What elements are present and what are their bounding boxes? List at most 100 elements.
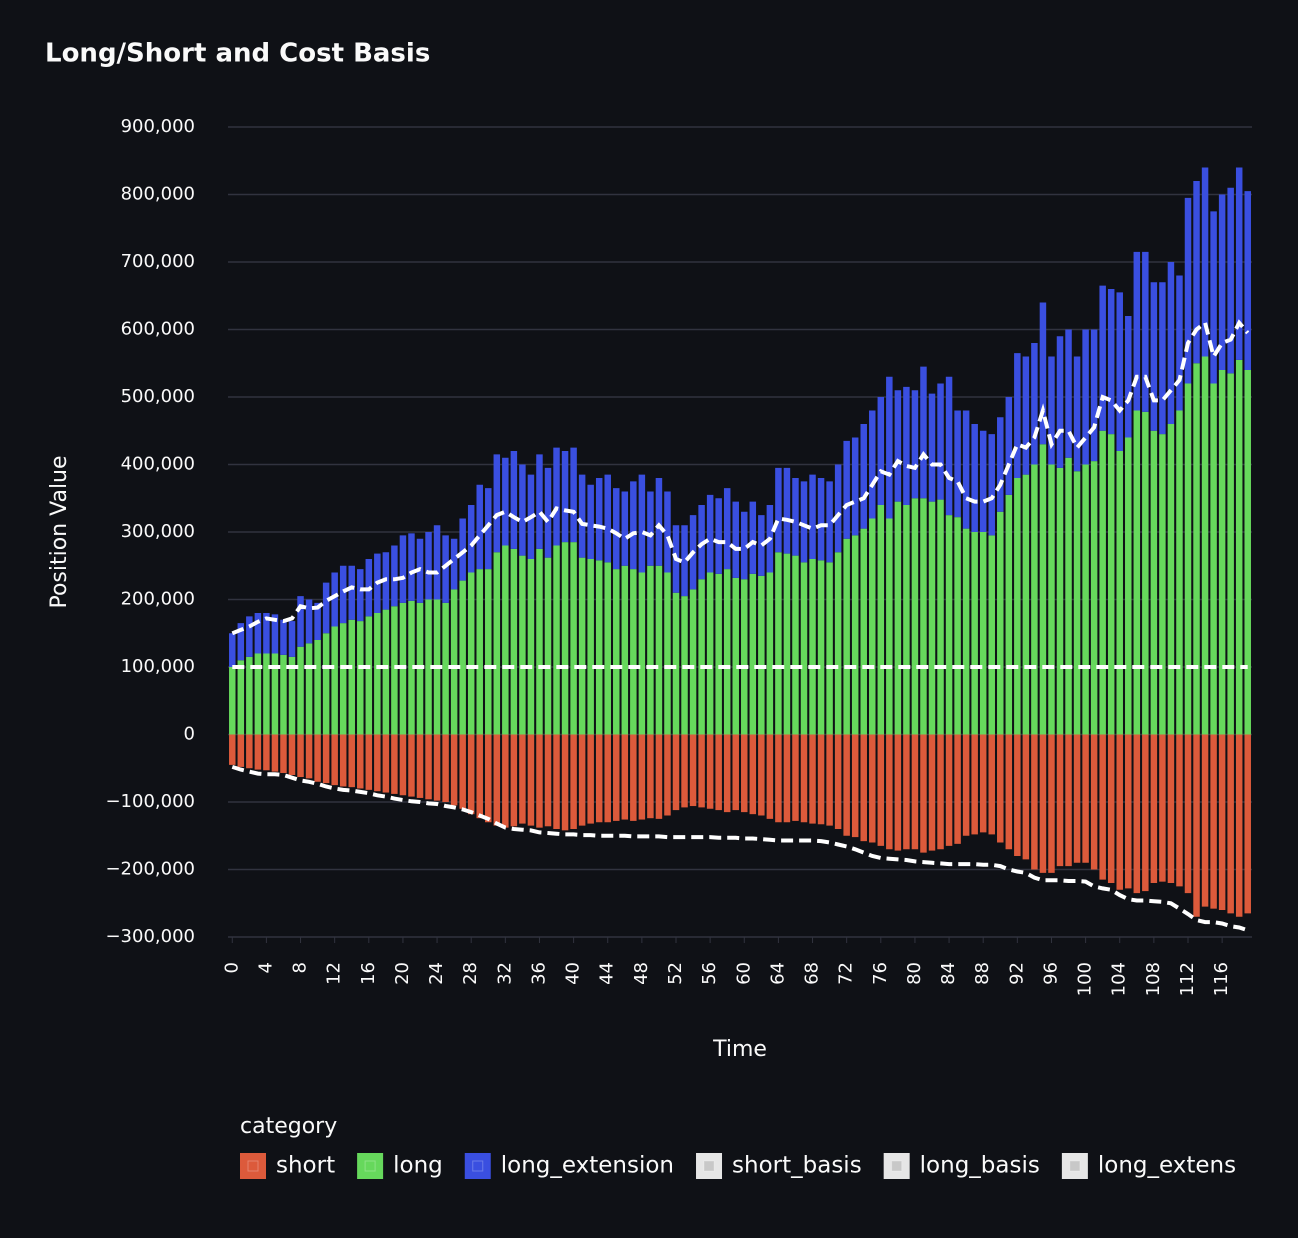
- bar: [809, 559, 816, 735]
- bar: [894, 390, 902, 502]
- bar: [476, 484, 483, 570]
- bar: [1090, 461, 1098, 735]
- bar: [263, 734, 270, 771]
- bar: [570, 447, 577, 543]
- bar: [450, 589, 458, 735]
- x-tick-label: 32: [494, 962, 515, 985]
- bar: [741, 734, 748, 813]
- bar: [783, 467, 791, 554]
- bar: [1210, 211, 1217, 384]
- line: [231, 319, 1250, 636]
- bar: [408, 533, 415, 601]
- bar: [305, 643, 313, 735]
- bar: [1116, 292, 1123, 451]
- bar: [758, 515, 765, 576]
- bar: [553, 545, 560, 735]
- bar: [322, 633, 330, 735]
- bar: [604, 562, 611, 735]
- bar: [1193, 734, 1200, 917]
- x-tick-label: 24: [426, 962, 447, 985]
- bar: [621, 491, 629, 566]
- bar: [869, 734, 876, 843]
- legend-swatch-inner: [1069, 1160, 1081, 1172]
- bar: [1005, 397, 1013, 495]
- bar: [1022, 474, 1030, 735]
- bar: [1056, 734, 1064, 867]
- bar: [997, 511, 1004, 735]
- bar: [937, 734, 944, 850]
- bar: [1065, 734, 1072, 867]
- bar: [1082, 734, 1089, 863]
- bar: [613, 569, 620, 735]
- legend-title: category: [240, 1114, 337, 1139]
- bar: [800, 481, 808, 563]
- legend-label: long_extension: [501, 1153, 674, 1179]
- bar: [1090, 329, 1098, 462]
- bar: [800, 562, 808, 735]
- x-tick-label: 104: [1109, 962, 1130, 996]
- x-tick-label: 4: [255, 962, 276, 973]
- bar: [476, 734, 483, 819]
- bar: [1031, 464, 1038, 735]
- bar: [655, 565, 663, 735]
- bar: [1056, 467, 1064, 735]
- legend-swatch-inner: [247, 1160, 259, 1172]
- bar: [1244, 734, 1251, 914]
- bar: [706, 572, 714, 735]
- bar: [314, 602, 321, 640]
- bar: [638, 572, 646, 735]
- bar: [587, 734, 594, 824]
- bar: [971, 734, 978, 835]
- bar: [1048, 356, 1055, 465]
- bar: [425, 599, 432, 735]
- bar: [1201, 167, 1209, 357]
- bar: [544, 557, 552, 735]
- bar: [860, 528, 867, 735]
- bar: [1184, 197, 1192, 384]
- bar: [476, 569, 483, 735]
- bar: [553, 447, 560, 546]
- bar: [314, 640, 321, 735]
- bar: [851, 535, 859, 735]
- y-axis-title: Position Value: [47, 455, 72, 608]
- bar: [519, 555, 526, 735]
- y-tick-label: 600,000: [121, 319, 195, 340]
- bar: [954, 410, 961, 518]
- bar: [391, 734, 398, 794]
- bar: [979, 532, 987, 735]
- bar: [843, 734, 850, 836]
- bar: [502, 545, 509, 735]
- bar: [587, 484, 594, 559]
- bar: [1014, 478, 1021, 735]
- bar: [1235, 734, 1243, 917]
- bar: [638, 474, 646, 573]
- x-tick-label: 16: [358, 962, 379, 985]
- bar: [433, 734, 441, 801]
- bar: [860, 734, 867, 842]
- bar: [1039, 302, 1047, 445]
- bar: [357, 734, 364, 789]
- bar: [903, 386, 910, 505]
- bar: [664, 491, 671, 573]
- bar: [817, 560, 825, 735]
- bar: [493, 454, 501, 553]
- bar: [775, 734, 782, 823]
- bar: [357, 621, 364, 735]
- bar: [288, 656, 296, 735]
- bar: [578, 734, 586, 826]
- bar: [1150, 430, 1158, 735]
- bar: [467, 572, 475, 735]
- bar: [1235, 359, 1243, 735]
- bar: [1201, 356, 1209, 735]
- bar: [834, 464, 842, 553]
- bar: [826, 734, 833, 826]
- bar: [254, 734, 262, 770]
- x-tick-label: 36: [528, 962, 549, 985]
- bar: [502, 457, 509, 546]
- bar: [988, 434, 995, 536]
- bar: [467, 505, 475, 573]
- x-tick-label: 76: [870, 962, 891, 985]
- bar: [647, 734, 654, 819]
- bar: [544, 467, 552, 558]
